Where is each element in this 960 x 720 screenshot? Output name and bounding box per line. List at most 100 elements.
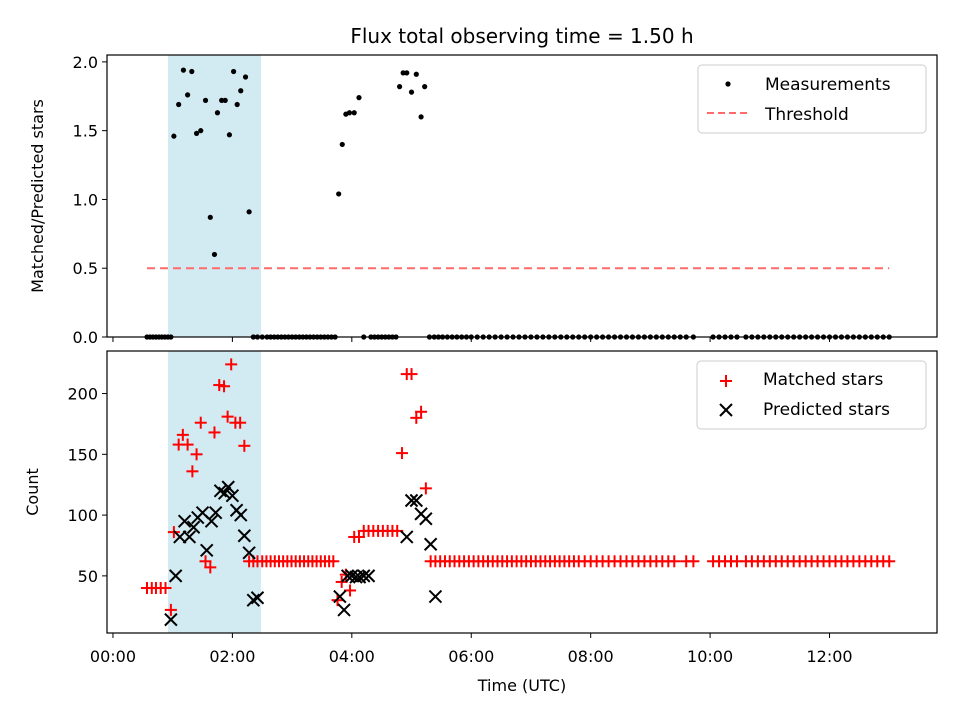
top-ytick-label: 1.0	[73, 190, 98, 209]
legend-measurements-label: Measurements	[765, 75, 891, 95]
matched-star-marker	[687, 555, 700, 568]
matched-star-marker	[234, 416, 247, 429]
predicted-star-marker	[400, 530, 414, 544]
top-y-axis: 0.0 0.5 1.0 1.5 2.0	[73, 53, 107, 347]
measurement-point	[193, 130, 200, 137]
matched-star-marker	[327, 555, 340, 568]
matched-star-marker	[668, 555, 681, 568]
measurement-point	[422, 84, 428, 90]
matched-star-marker	[410, 411, 423, 424]
matched-star-marker	[225, 358, 238, 371]
measurement-point	[336, 191, 342, 197]
measurement-point	[408, 89, 415, 95]
measurement-point	[396, 84, 403, 90]
matched-star-marker	[344, 584, 357, 597]
top-legend-box	[697, 64, 927, 134]
bottom-xtick-label: 04:00	[329, 647, 375, 666]
measurement-point	[242, 74, 249, 80]
measurement-point	[226, 132, 233, 138]
bottom-plot-marks	[141, 358, 896, 627]
measurement-point	[185, 92, 191, 98]
bottom-ytick-label: 200	[67, 385, 98, 404]
measurement-point	[180, 67, 187, 73]
matched-star-marker	[176, 428, 189, 441]
legend-threshold-label: Threshold	[764, 105, 849, 125]
predicted-star-marker	[168, 569, 183, 583]
bottom-xtick-label: 06:00	[448, 647, 494, 666]
legend-predicted-marker	[719, 403, 733, 417]
predicted-star-marker	[182, 530, 197, 544]
measurement-point	[202, 97, 209, 103]
predicted-star-marker	[361, 569, 376, 583]
top-legend: Measurements Threshold	[697, 64, 927, 134]
matched-star-marker	[405, 368, 418, 381]
matched-star-marker	[352, 530, 365, 543]
measurement-point	[214, 110, 221, 116]
predicted-star-marker	[217, 486, 232, 500]
predicted-star-marker	[164, 612, 178, 627]
matched-star-marker	[181, 438, 194, 451]
predicted-star-marker	[242, 546, 256, 560]
top-ytick-label: 0.5	[73, 259, 98, 278]
legend-matched-label: Matched stars	[763, 370, 883, 390]
measurement-point	[351, 110, 357, 116]
matched-star-marker	[335, 575, 348, 588]
bottom-ytick-label: 100	[67, 506, 98, 525]
top-axes-frame	[106, 54, 938, 338]
measurement-point	[238, 88, 244, 94]
predicted-star-marker	[404, 493, 419, 508]
predicted-star-marker	[237, 529, 252, 543]
bottom-y-axis: 50 100 150 200	[67, 385, 107, 586]
top-ytick-label: 1.5	[73, 122, 98, 141]
legend-matched-marker	[720, 375, 732, 387]
predicted-star-marker	[208, 505, 223, 520]
bottom-panel-ylabel: Count	[23, 468, 42, 516]
predicted-star-marker	[333, 589, 347, 604]
predicted-star-marker	[428, 589, 443, 604]
matched-star-marker	[208, 426, 221, 439]
bottom-xtick-label: 08:00	[568, 647, 614, 666]
measurement-point	[339, 141, 345, 148]
legend-measurements-marker	[725, 81, 731, 87]
matched-star-marker	[186, 465, 199, 478]
legend-predicted-label: Predicted stars	[763, 400, 890, 420]
predicted-star-marker	[177, 514, 192, 528]
matched-star-marker	[218, 380, 231, 393]
measurement-point	[211, 251, 218, 258]
measurement-point	[346, 110, 353, 116]
measurement-point	[400, 70, 406, 76]
measurement-point	[413, 71, 419, 77]
measurement-point	[222, 97, 228, 103]
bottom-xtick-label: 00:00	[90, 647, 136, 666]
matched-star-marker	[199, 555, 212, 568]
measurement-point	[207, 214, 213, 220]
predicted-star-marker	[419, 512, 433, 526]
bottom-x-axis: 00:00 02:00 04:00 06:00 08:00 10:00 12:00	[90, 633, 853, 666]
bottom-panel-xlabel: Time (UTC)	[477, 676, 566, 695]
predicted-star-marker	[221, 480, 235, 494]
measurement-point	[418, 114, 424, 120]
top-ytick-label: 2.0	[73, 53, 98, 72]
predicted-star-marker	[186, 520, 201, 534]
predicted-star-marker	[250, 591, 265, 605]
measurement-point	[171, 133, 177, 139]
matched-star-marker	[419, 482, 432, 495]
matched-star-marker	[883, 555, 896, 568]
predicted-star-marker	[357, 569, 371, 583]
top-panel-ylabel: Matched/Predicted stars	[28, 99, 47, 293]
measurement-point	[356, 95, 362, 101]
bottom-ytick-label: 150	[67, 445, 98, 464]
bottom-ytick-label: 50	[78, 567, 98, 586]
measurement-point	[198, 128, 204, 134]
predicted-star-marker	[409, 493, 424, 508]
measurement-point	[189, 68, 195, 75]
bottom-axes-frame	[106, 350, 938, 634]
predicted-star-marker	[200, 543, 214, 558]
matched-star-marker	[194, 416, 207, 429]
measurement-point	[234, 101, 240, 108]
measurement-point	[230, 68, 237, 75]
matched-star-marker	[164, 603, 177, 616]
matched-star-marker	[415, 405, 428, 418]
bottom-legend: Matched stars Predicted stars	[696, 360, 927, 430]
